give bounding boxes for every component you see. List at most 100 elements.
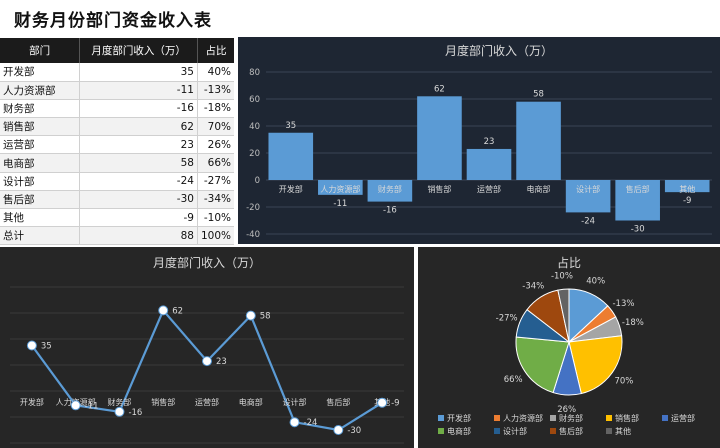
line-category-label: 财务部 (107, 397, 131, 407)
line-category-label: 运营部 (195, 397, 219, 407)
bar-category-label: 电商部 (527, 184, 551, 194)
line-point (202, 356, 212, 367)
table-cell-income: -30 (79, 190, 198, 210)
pie-data-label: 40% (586, 277, 605, 287)
bar-y-tick-label: 20 (249, 149, 260, 159)
bar-y-tick-label: 40 (249, 122, 260, 132)
line-category-label: 开发部 (20, 397, 44, 407)
line-point (289, 417, 300, 428)
table-cell-income: -24 (79, 172, 198, 191)
table-header-ratio: 占比 (197, 38, 234, 63)
bar (466, 148, 512, 180)
bar-data-label: 23 (484, 137, 495, 147)
pie-legend-label: 设计部 (503, 426, 527, 436)
table-cell-income: 23 (79, 135, 198, 155)
line-data-label: -16 (128, 408, 142, 418)
line-data-label: 62 (172, 306, 183, 316)
line-data-label: -9 (391, 399, 399, 409)
pie-legend-label: 开发部 (447, 413, 471, 423)
bar (565, 180, 611, 213)
bar-category-label: 其他 (679, 184, 695, 194)
bar-y-tick-label: -20 (246, 203, 260, 213)
line-data-label: 35 (41, 342, 52, 352)
table-row: 销售部 62 70% (0, 117, 234, 137)
line-data-label: -30 (347, 426, 361, 436)
pie-legend-swatch (550, 428, 556, 434)
bar-y-tick-label: 80 (249, 68, 260, 78)
line-point (245, 310, 256, 321)
pie-legend-label: 电商部 (447, 426, 471, 436)
pie-legend-swatch (606, 428, 612, 434)
pie-legend-swatch (494, 415, 500, 421)
line-category-label: 售后部 (326, 397, 350, 407)
table-cell-ratio: 66% (196, 153, 234, 173)
table-cell-ratio: -34% (196, 190, 234, 210)
table-cell-ratio: 70% (196, 117, 234, 137)
table-row: 开发部 35 40% (0, 63, 234, 82)
table-cell-dept: 电商部 (0, 153, 80, 173)
table-cell-ratio: -13% (196, 81, 234, 100)
bar (318, 180, 363, 195)
bar-y-tick-label: 60 (249, 95, 260, 105)
table-cell-dept: 总计 (0, 226, 80, 246)
table-cell-ratio: 40% (196, 63, 234, 82)
pie-chart-title: 占比 (557, 255, 581, 270)
pie-slice (557, 288, 570, 343)
pie-data-label: 26% (557, 405, 576, 415)
pie-legend-swatch (606, 415, 612, 421)
table-cell-income: 62 (79, 117, 198, 137)
bar-category-label: 售后部 (626, 184, 650, 194)
bar-chart: 月度部门收入（万） 80 60 40 20 0 -20 -40 35 开发部 -11 人力资源部 -16… (238, 37, 720, 244)
pie-data-label: -27% (496, 313, 518, 323)
table-cell-dept: 销售部 (0, 117, 80, 137)
bar-y-tick-label: 0 (255, 176, 260, 186)
pie-data-label: -18% (622, 318, 644, 328)
table-row: 电商部 58 66% (0, 153, 234, 173)
pie-legend-label: 销售部 (615, 413, 639, 423)
table-cell-ratio: -18% (196, 99, 234, 119)
table-header-row: 部门 月度部门收入（万） 占比 (0, 38, 234, 63)
bar-data-label: -24 (581, 216, 595, 226)
bar-data-label: -9 (683, 196, 691, 206)
table-cell-dept: 售后部 (0, 190, 80, 210)
line-point (158, 305, 169, 316)
table-cell-ratio: 26% (196, 135, 234, 155)
line-chart-title: 月度部门收入（万） (153, 255, 261, 270)
line-category-label: 销售部 (151, 397, 175, 407)
table-cell-dept: 开发部 (0, 63, 80, 82)
table-row: 售后部 -30 -34% (0, 190, 234, 210)
line-data-label: -11 (85, 401, 99, 411)
table-cell-ratio: -10% (196, 208, 234, 228)
line-point (333, 425, 344, 435)
table-cell-income: 35 (79, 63, 198, 82)
table-cell-ratio: 100% (196, 226, 234, 246)
pie-data-label: -34% (522, 281, 544, 291)
line-chart-background (0, 247, 414, 448)
line-point (70, 400, 81, 411)
table-cell-dept: 其他 (0, 208, 80, 228)
pie-legend-label: 售后部 (559, 426, 583, 436)
bar-data-label: -16 (383, 206, 397, 216)
line-chart: 月度部门收入（万）开发部人力资源部财务部销售部运营部电商部设计部售后部其他35-… (0, 247, 414, 448)
table-header-income: 月度部门收入（万） (79, 38, 198, 63)
pie-data-label: -13% (612, 299, 634, 309)
pie-legend-label: 运营部 (671, 413, 695, 423)
table-cell-dept: 人力资源部 (0, 81, 80, 100)
page-title: 财务月份部门资金收入表 (14, 11, 212, 31)
bar-y-tick-label: -40 (246, 230, 260, 240)
line-category-label: 设计部 (283, 397, 307, 407)
line-data-label: -24 (304, 418, 318, 428)
bar-category-label: 设计部 (576, 184, 600, 194)
table-cell-dept: 财务部 (0, 99, 80, 119)
bar-category-label: 财务部 (378, 184, 402, 194)
bar-chart-title: 月度部门收入（万） (445, 43, 553, 58)
pie-legend-swatch (494, 428, 500, 434)
pie-data-label: 70% (614, 376, 633, 386)
bar-data-label: -30 (631, 225, 645, 235)
table-header-dept: 部门 (0, 38, 81, 63)
income-table: 部门 月度部门收入（万） 占比 开发部 35 40% 人力资源部 -11 -13% 财务部 -… (0, 38, 234, 246)
bar (367, 180, 413, 202)
bar-data-label: 58 (533, 90, 544, 100)
pie-slice (515, 336, 570, 394)
pie-legend-swatch (662, 415, 668, 421)
